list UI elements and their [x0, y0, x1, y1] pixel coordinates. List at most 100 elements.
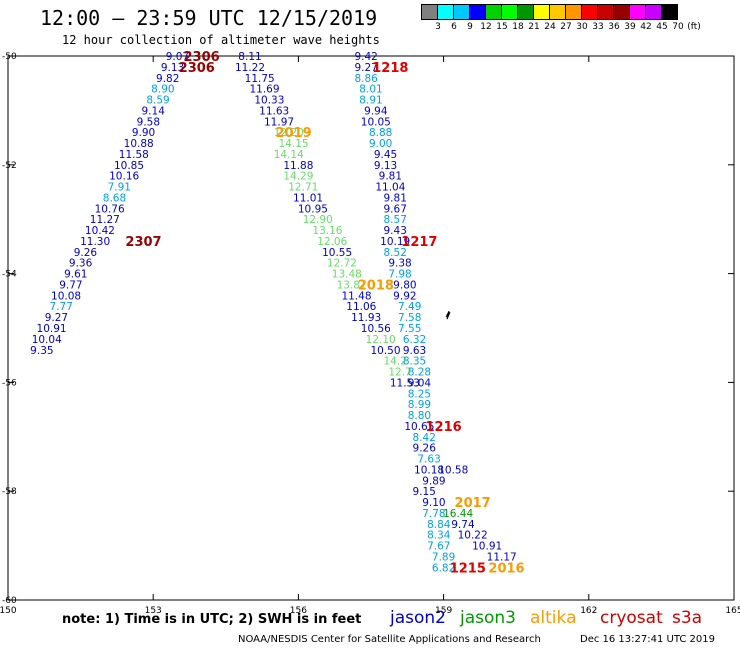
swh-value: 9.13	[374, 160, 397, 172]
swh-value: 11.06	[346, 301, 376, 313]
color-scale-label: 15	[496, 22, 508, 32]
x-tick-label: 156	[290, 606, 307, 616]
swh-value: 11.30	[80, 236, 110, 248]
swh-value: 10.85	[114, 160, 144, 172]
swh-value: 9.26	[74, 247, 98, 259]
color-scale-label: 45	[656, 22, 668, 32]
swh-value: 8.57	[384, 214, 407, 226]
swh-value: 14.14	[274, 149, 304, 161]
swh-value: 7.58	[398, 312, 421, 324]
swh-value: 8.52	[384, 247, 407, 259]
swh-value: 7.49	[398, 301, 421, 313]
swh-value: 6.82	[432, 562, 455, 574]
swh-value: 11.17	[487, 551, 517, 563]
swh-value: 10.18	[414, 464, 444, 476]
color-swatch	[661, 4, 678, 20]
footer-note: note: 1) Time is in UTC; 2) SWH is in fe…	[62, 612, 362, 627]
swh-value: 10.22	[458, 530, 488, 542]
island-outline	[445, 310, 451, 320]
x-tick-label: 153	[145, 606, 162, 616]
color-scale-bar	[421, 4, 678, 20]
chart-subtitle: 12 hour collection of altimeter wave hei…	[62, 33, 380, 47]
swh-value: 11.97	[264, 116, 294, 128]
credit-text: NOAA/NESDIS Center for Satellite Applica…	[238, 634, 541, 645]
swh-value: 9.81	[379, 171, 402, 183]
swh-value: 9.74	[451, 519, 475, 531]
swh-value: 8.25	[408, 388, 431, 400]
legend-jason2: jason2	[390, 608, 446, 628]
swh-value: 13.16	[312, 225, 342, 237]
swh-value: 12.20	[274, 127, 304, 139]
swh-value: 11.69	[249, 84, 279, 96]
time-label: 2017	[455, 496, 491, 511]
swh-value: 12.06	[317, 236, 347, 248]
swh-value: 14.29	[283, 171, 313, 183]
swh-value: 12.7	[388, 367, 411, 379]
swh-value: 8.99	[408, 399, 431, 411]
swh-value: 11.53	[390, 377, 420, 389]
swh-value: 10.91	[37, 323, 67, 335]
swh-value: 11.63	[259, 105, 289, 117]
swh-value: 13.48	[332, 269, 362, 281]
swh-value: 10.08	[51, 290, 81, 302]
swh-value: 8.90	[151, 84, 174, 96]
swh-value: 9.27	[45, 312, 68, 324]
swh-value: 10.05	[361, 116, 391, 128]
swh-value: 10.16	[109, 171, 139, 183]
swh-value: 8.86	[354, 73, 378, 85]
swh-value: 9.67	[384, 203, 407, 215]
time-label: 2019	[275, 126, 311, 141]
swh-value: 16.44	[443, 508, 473, 520]
color-scale-label: 70	[672, 22, 684, 32]
swh-value: 9.94	[364, 105, 388, 117]
swh-value: 9.80	[393, 279, 416, 291]
swh-value: 10.04	[32, 334, 62, 346]
swh-value: 9.42	[354, 51, 377, 63]
color-scale-label: 9	[467, 22, 473, 32]
swh-value: 10.76	[95, 203, 125, 215]
swh-value: 11.22	[235, 62, 265, 74]
x-tick-label: 150	[0, 606, 17, 616]
generation-timestamp: Dec 16 13:27:41 UTC 2019	[580, 634, 715, 645]
swh-value: 10.56	[361, 323, 391, 335]
time-label: 1216	[426, 420, 462, 435]
swh-value: 12.71	[288, 182, 318, 194]
time-label: 1218	[372, 61, 408, 76]
chart-title: 12:00 – 23:59 UTC 12/15/2019	[40, 6, 378, 30]
swh-value: 12.90	[303, 214, 333, 226]
legend-altika: altika	[530, 608, 577, 628]
swh-value: 9.14	[142, 105, 166, 117]
swh-value: 11.01	[293, 192, 323, 204]
swh-value: 9.13	[161, 62, 184, 74]
swh-value: 7.91	[108, 182, 131, 194]
swh-value: 9.04	[408, 377, 432, 389]
swh-value: 6.32	[403, 334, 426, 346]
swh-value: 9.63	[403, 345, 426, 357]
color-scale-label: 21	[528, 22, 540, 32]
swh-value: 8.88	[369, 127, 392, 139]
swh-value: 9.00	[369, 138, 392, 150]
swh-value: 7.98	[388, 269, 411, 281]
color-scale-labels: 3 6 9 12 15 18 21 24 27 30 33 36 39 42 45 70 (ft)	[422, 22, 740, 34]
swh-value: 10.95	[298, 203, 328, 215]
y-tick-label: -50	[2, 52, 17, 62]
swh-value: 9.27	[354, 62, 377, 74]
swh-value: 10.65	[404, 421, 434, 433]
color-scale-label: 36	[608, 22, 620, 32]
color-scale-label: (ft)	[687, 22, 701, 32]
x-tick-label: 162	[580, 606, 597, 616]
color-scale-label: 6	[451, 22, 457, 32]
swh-value: 7.67	[427, 541, 450, 553]
color-scale-label: 12	[480, 22, 492, 32]
swh-value: 11.93	[351, 312, 381, 324]
swh-value: 7.55	[398, 323, 421, 335]
swh-value: 10.42	[85, 225, 115, 237]
swh-value: 9.38	[388, 258, 411, 270]
color-scale-label: 39	[624, 22, 636, 32]
time-label: 2016	[488, 561, 524, 576]
swh-value: 11.27	[90, 214, 120, 226]
color-scale-label: 24	[544, 22, 556, 32]
swh-value: 9.82	[156, 73, 179, 85]
swh-value: 13.87	[337, 279, 367, 291]
